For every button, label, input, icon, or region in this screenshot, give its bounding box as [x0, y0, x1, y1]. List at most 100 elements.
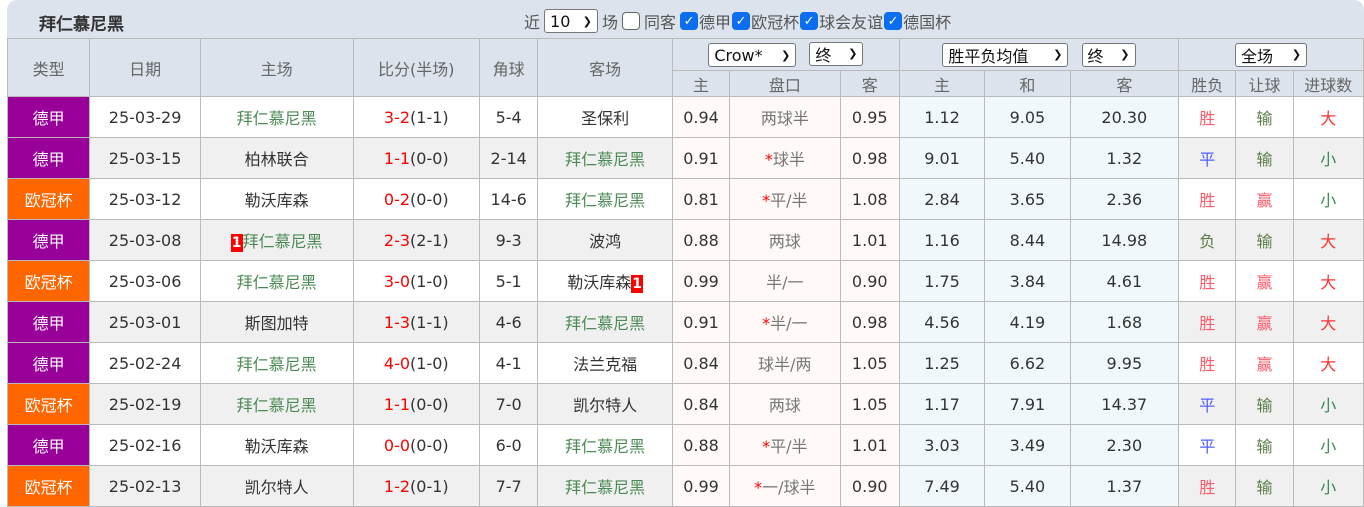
score[interactable]: 2-3(2-1): [352, 219, 481, 261]
corners: 5-4: [479, 96, 539, 138]
half-score: (1-0): [410, 271, 449, 291]
score[interactable]: 1-2(0-1): [352, 465, 481, 507]
same-host-checkbox[interactable]: [622, 12, 641, 30]
col-o-draw: 和: [984, 70, 1071, 97]
home-team: 拜仁慕尼黑: [199, 260, 354, 302]
score[interactable]: 1-1(0-0): [352, 383, 481, 425]
col-type: 类型: [7, 38, 91, 97]
team-name[interactable]: 拜仁慕尼黑: [565, 191, 646, 210]
team-name[interactable]: 拜仁慕尼黑: [236, 109, 317, 128]
team-name[interactable]: 勒沃库森: [244, 191, 309, 210]
handicap-away-odds: 0.90: [839, 260, 900, 302]
league-type[interactable]: 欧冠杯: [7, 178, 91, 220]
team-name[interactable]: 凯尔特人: [244, 478, 309, 497]
team-name[interactable]: 拜仁慕尼黑: [565, 478, 646, 497]
away-team: 波鸿: [537, 219, 673, 261]
team-name[interactable]: 拜仁慕尼黑: [565, 150, 646, 169]
league-type[interactable]: 欧冠杯: [7, 383, 91, 425]
team-name[interactable]: 拜仁慕尼黑: [236, 355, 317, 374]
col-o-away: 客: [1069, 70, 1180, 97]
company-select[interactable]: Crow* ❯: [708, 43, 797, 68]
full-score: 1-1: [383, 148, 411, 168]
team-name[interactable]: 波鸿: [589, 232, 622, 251]
corners: 4-6: [479, 301, 539, 343]
odds-draw: 7.91: [984, 383, 1071, 425]
score[interactable]: 3-0(1-0): [352, 260, 481, 302]
team-name[interactable]: 拜仁慕尼黑: [565, 314, 646, 333]
team-name[interactable]: 法兰克福: [573, 355, 638, 374]
match-date: 25-03-15: [89, 137, 201, 179]
corners: 4-1: [479, 342, 539, 384]
score[interactable]: 0-2(0-0): [352, 178, 481, 220]
score[interactable]: 3-2(1-1): [352, 96, 481, 138]
league-type[interactable]: 德甲: [7, 342, 91, 384]
handicap-home-odds: 0.88: [671, 219, 731, 261]
odds-home: 1.12: [898, 96, 986, 138]
match-date: 25-02-16: [89, 424, 201, 466]
handicap-line: 球半/两: [729, 342, 841, 384]
league-type[interactable]: 欧冠杯: [7, 260, 91, 302]
team-name[interactable]: 斯图加特: [244, 314, 309, 333]
league-label: 欧冠杯: [751, 13, 800, 32]
league-type[interactable]: 德甲: [7, 219, 91, 261]
col-o-home: 主: [898, 70, 986, 97]
score[interactable]: 0-0(0-0): [352, 424, 481, 466]
team-name[interactable]: 拜仁慕尼黑: [236, 273, 317, 292]
table-row: 德甲 25-03-01 斯图加特 1-3(1-1) 4-6 拜仁慕尼黑 0.91…: [7, 301, 1364, 343]
team-title: 拜仁慕尼黑: [39, 15, 124, 35]
handicap-away-odds: 1.05: [839, 342, 900, 384]
handicap-home-odds: 0.88: [671, 424, 731, 466]
league-type[interactable]: 德甲: [7, 424, 91, 466]
full-score: 1-2: [383, 476, 411, 496]
score[interactable]: 4-0(1-0): [352, 342, 481, 384]
chevron-down-icon: ❯: [1291, 48, 1302, 61]
team-name[interactable]: 柏林联合: [244, 150, 309, 169]
team-name[interactable]: 拜仁慕尼黑: [565, 437, 646, 456]
league-type[interactable]: 欧冠杯: [7, 465, 91, 507]
team-name[interactable]: 拜仁慕尼黑: [236, 396, 317, 415]
handicap-line: *平/半: [729, 424, 841, 466]
corners: 7-0: [479, 383, 539, 425]
handicap-home-odds: 0.84: [671, 342, 731, 384]
table-row: 德甲 25-02-24 拜仁慕尼黑 4-0(1-0) 4-1 法兰克福 0.84…: [7, 342, 1364, 384]
score[interactable]: 1-3(1-1): [352, 301, 481, 343]
full-score: 4-0: [383, 353, 411, 373]
score[interactable]: 1-1(0-0): [352, 137, 481, 179]
red-card-icon: 1: [230, 234, 243, 252]
league-type[interactable]: 德甲: [7, 96, 91, 138]
home-team: 拜仁慕尼黑: [199, 383, 354, 425]
team-name[interactable]: 勒沃库森: [567, 273, 632, 292]
odds-home: 1.75: [898, 260, 986, 302]
handicap-home-odds: 0.84: [671, 383, 731, 425]
match-result: 胜: [1178, 178, 1237, 220]
team-name[interactable]: 拜仁慕尼黑: [242, 232, 323, 251]
goals-result: 小: [1292, 383, 1364, 425]
home-team: 1拜仁慕尼黑: [199, 219, 354, 261]
handicap-result: 输: [1235, 96, 1294, 138]
full-score: 0-0: [383, 435, 411, 455]
odds-select[interactable]: 胜平负均值 ❯: [942, 42, 1069, 67]
handicap-home-odds: 0.94: [671, 96, 731, 138]
same-host-label: 同客: [644, 13, 677, 32]
team-name[interactable]: 圣保利: [581, 109, 630, 128]
league-checkbox[interactable]: ✓: [884, 12, 903, 30]
league-type[interactable]: 德甲: [7, 137, 91, 179]
league-type[interactable]: 德甲: [7, 301, 91, 343]
chevron-down-icon: ❯: [781, 48, 791, 62]
handicap-time-select[interactable]: 终 ❯: [809, 41, 864, 66]
league-checkbox[interactable]: ✓: [800, 12, 819, 30]
period-select-value: 全场: [1241, 46, 1274, 66]
odds-time-select[interactable]: 终 ❯: [1081, 42, 1136, 67]
league-checkbox[interactable]: ✓: [680, 12, 699, 30]
col-h-away: 客: [839, 70, 900, 97]
team-name[interactable]: 勒沃库森: [244, 437, 309, 456]
period-select[interactable]: 全场 ❯: [1235, 42, 1308, 67]
recent-count-select[interactable]: 10 ❯: [544, 9, 599, 33]
team-name[interactable]: 凯尔特人: [573, 396, 638, 415]
league-checkbox[interactable]: ✓: [732, 12, 751, 30]
half-score: (0-0): [410, 189, 449, 209]
odds-away: 14.37: [1069, 383, 1180, 425]
handicap-result: 输: [1235, 383, 1294, 425]
col-h-home: 主: [671, 70, 731, 97]
handicap-home-odds: 0.91: [671, 137, 731, 179]
